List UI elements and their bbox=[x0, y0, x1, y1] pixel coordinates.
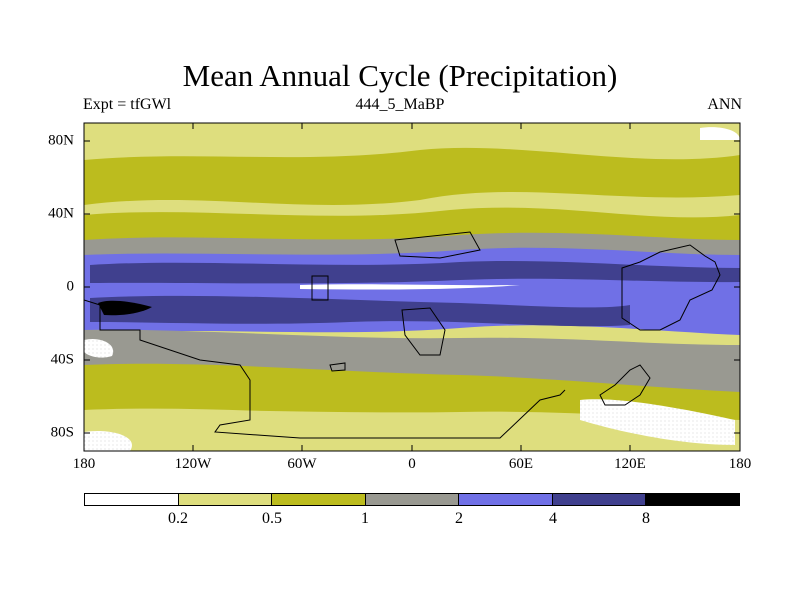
lat-label-0: 0 bbox=[66, 278, 75, 295]
lon-label-120w: 120W bbox=[174, 456, 212, 472]
season-label: ANN bbox=[707, 96, 742, 113]
coastline-outline bbox=[84, 299, 566, 439]
coastline-outline bbox=[401, 307, 446, 356]
dry-patch bbox=[84, 338, 114, 358]
colorbar-box bbox=[646, 494, 740, 505]
coastline-outline bbox=[621, 244, 721, 331]
lat-label-80n: 80N bbox=[48, 132, 74, 149]
lon-label-60e: 60E bbox=[508, 456, 534, 472]
colorbar-box bbox=[365, 494, 460, 505]
page-title: Mean Annual Cycle (Precipitation) bbox=[182, 58, 618, 93]
experiment-label: Expt = tfGWl bbox=[83, 96, 172, 113]
colorbar-box bbox=[178, 494, 273, 505]
colorbar-box bbox=[459, 494, 553, 505]
south-polar-band bbox=[84, 408, 740, 451]
lon-ticks bbox=[192, 123, 631, 451]
precip-max-region bbox=[98, 300, 152, 316]
colorbar-label: 4 bbox=[549, 510, 557, 527]
colorbar-box bbox=[552, 494, 647, 505]
lon-label-60w: 60W bbox=[287, 456, 317, 472]
coastline-outline bbox=[394, 231, 481, 259]
coastline-outline bbox=[329, 362, 346, 372]
colorbar-label: 1 bbox=[361, 510, 369, 527]
equatorial-dry-streak bbox=[300, 284, 520, 290]
colorbar-box bbox=[85, 494, 179, 505]
lat-label-40s: 40S bbox=[50, 351, 74, 368]
lat-label-80s: 80S bbox=[50, 424, 74, 441]
dry-patch bbox=[700, 127, 740, 140]
dry-patch bbox=[84, 430, 132, 451]
lat-ticks bbox=[84, 140, 740, 434]
lon-label-120e: 120E bbox=[614, 456, 646, 472]
colorbar bbox=[84, 493, 740, 506]
lon-label-180e: 180 bbox=[728, 456, 752, 472]
lat-label-40n: 40N bbox=[48, 205, 74, 222]
lon-label-0: 0 bbox=[408, 456, 416, 472]
north-midlat-band bbox=[84, 147, 740, 205]
period-label: 444_5_MaBP bbox=[355, 96, 445, 113]
coastline-outline bbox=[311, 275, 329, 301]
colorbar-label: 0.5 bbox=[262, 510, 282, 527]
itcz-south-core bbox=[90, 295, 630, 327]
colorbar-label: 2 bbox=[455, 510, 463, 527]
itcz-north-core bbox=[90, 261, 740, 284]
colorbar-label: 8 bbox=[642, 510, 650, 527]
coastline-outline bbox=[599, 364, 651, 406]
dry-patch bbox=[580, 399, 735, 445]
colorbar-label: 0.2 bbox=[168, 510, 188, 527]
colorbar-box bbox=[272, 494, 366, 505]
lon-label-180w: 180 bbox=[72, 456, 96, 472]
